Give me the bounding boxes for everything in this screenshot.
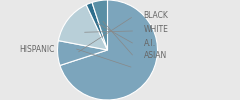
- Wedge shape: [86, 2, 108, 50]
- Text: BLACK: BLACK: [144, 12, 168, 20]
- Wedge shape: [58, 41, 108, 66]
- Text: HISPANIC: HISPANIC: [20, 44, 55, 54]
- Text: A.I.: A.I.: [144, 38, 156, 48]
- Wedge shape: [92, 0, 108, 50]
- Text: ASIAN: ASIAN: [144, 50, 167, 60]
- Wedge shape: [60, 0, 157, 100]
- Wedge shape: [58, 5, 108, 50]
- Text: WHITE: WHITE: [144, 26, 168, 34]
